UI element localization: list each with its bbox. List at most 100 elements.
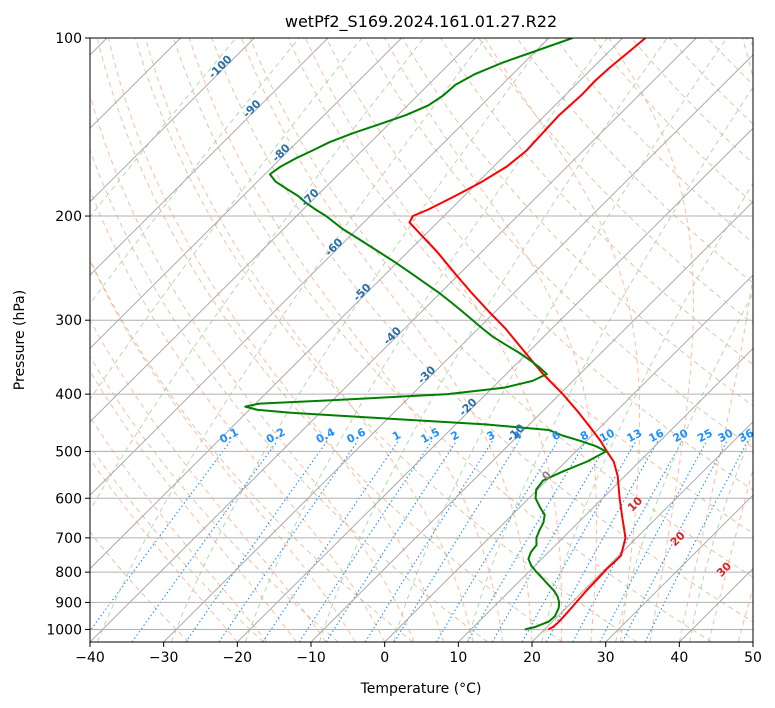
isotherm-line [90,38,476,423]
mixing-ratio-label: 20 [671,426,691,445]
isotherm-line [90,38,550,496]
moist-adiabat-line [145,38,474,642]
isotherm-line [90,38,255,203]
mixing-ratio-line [521,440,637,642]
chart-title: wetPf2_S169.2024.161.01.27.R22 [285,12,557,32]
dewpoint-isotherm-line [393,38,728,642]
plot-area: 0.1 0.2 0.4 0.6 1 1.5 2 3 4 6 8 10 13 16 20 25 30 36-100-… [90,38,756,642]
dewpoint-isotherm-line [170,38,548,642]
x-axis-label: Temperature (°C) [360,681,482,697]
mixing-ratio-label: 36 [736,426,756,445]
moist-adiabat-line [305,38,563,642]
y-axis-label: Pressure (hPa) [12,290,28,390]
dewpoint-isotherm-line [689,430,753,642]
isotherm-line [90,38,329,276]
mixing-ratio-line [644,440,749,642]
isotherm-line [605,494,753,642]
y-tick-label: 200 [55,209,82,225]
isotherm-line [310,200,753,642]
mixing-ratio-line [131,440,278,642]
mixing-ratio-label: 13 [625,426,645,445]
mixing-ratio-line [364,440,494,642]
dewpoint-isotherm-line [541,182,753,642]
dry-adiabat-line [90,355,339,642]
dry-adiabat-line [631,38,753,165]
moist-adiabat-line [384,38,597,642]
moist-adiabat-line [608,38,695,642]
mixing-ratio-label: 10 [597,426,617,445]
y-axis-ticks: 100 200 300 400 500 600 700 800 900 1000 [46,31,90,638]
dewpoint-isotherm-line [244,38,608,642]
dewpoint-isotherm-line [97,38,486,642]
x-tick-label: 30 [597,650,615,666]
x-tick-label: 10 [449,650,467,666]
dry-adiabat-line [592,38,753,204]
isotherm-line [90,38,402,350]
y-tick-label: 900 [55,595,82,611]
x-tick-label: 50 [744,650,762,666]
y-tick-label: 800 [55,565,82,581]
x-tick-label: 40 [670,650,688,666]
isotherm-line [384,274,753,642]
isotherm-line [531,421,753,642]
dry-adiabat-line [90,531,190,642]
dry-adiabat-line [440,38,753,366]
x-axis-ticks: −40 −30 −20 −10 0 10 20 30 40 50 [75,642,762,666]
x-tick-label: −40 [75,650,105,666]
moist-adiabat-line [90,188,386,642]
isotherm-line [457,347,753,642]
moist-adiabat-line [484,38,641,642]
x-tick-label: −20 [223,650,253,666]
pressure-gridlines [90,38,753,630]
y-tick-label: 500 [55,444,82,460]
y-tick-label: 400 [55,387,82,403]
dry-adiabat-line [249,38,753,578]
x-tick-label: 20 [523,650,541,666]
moist-adiabat-line [90,458,238,642]
moist-adiabat-line [90,318,327,642]
dewpoint-profile-line [244,38,608,631]
x-tick-label: 0 [380,650,389,666]
mixing-ratio-label: 30 [716,426,736,445]
moist-adiabat-line [108,38,445,642]
y-tick-label: 700 [55,531,82,547]
mixing-ratio-line [435,440,559,642]
dry-adiabat-line [90,148,488,642]
dry-adiabat-line [554,38,753,244]
moist-adiabat-line [241,38,533,642]
isotherms [90,38,753,642]
sounding-profiles [244,38,647,631]
mixing-ratio-line [467,440,587,642]
x-tick-label: −30 [149,650,179,666]
mixing-ratio-label: 25 [695,426,715,445]
y-tick-label: 1000 [46,622,82,638]
y-tick-label: 600 [55,491,82,507]
moist-adiabat-line [90,259,356,642]
mixing-ratio-label: 16 [647,426,667,445]
dry-adiabat-line [211,38,753,623]
dry-adiabat-line [516,38,753,284]
dry-adiabat-line [402,38,753,407]
dry-adiabat-line [287,38,753,534]
isotherm-line [90,38,697,642]
x-tick-label: −10 [296,650,326,666]
mixing-ratio-line [325,440,458,642]
y-tick-label: 300 [55,313,82,329]
plot-frame [89,37,754,643]
y-tick-label: 100 [55,31,82,47]
dewpoint-isotherm-line [90,38,363,401]
mixing-ratio-line [262,440,399,642]
mixing-ratio-line [545,440,659,642]
mixing-ratio-line [185,440,328,642]
mixing-ratio-line [298,440,433,642]
mixing-ratio-line [90,440,232,632]
dry-adiabat-line [96,38,563,642]
mixing-ratio-line [218,440,359,642]
dry-adiabat-line [134,38,638,642]
dry-adiabat-line [325,38,753,491]
isotherm-line [163,54,753,642]
dry-adiabat-line [478,38,753,325]
isotherm-line [90,38,623,570]
